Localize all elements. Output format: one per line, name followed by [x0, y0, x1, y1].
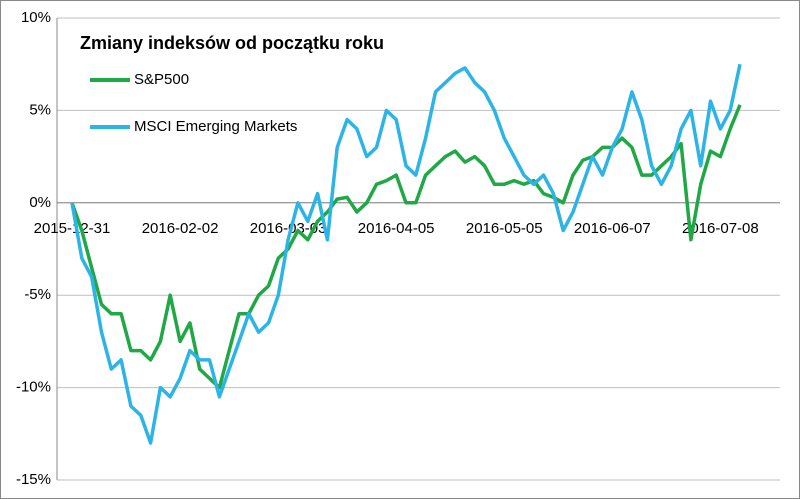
y-tick-label: -10%	[16, 379, 51, 396]
legend-label: S&P500	[134, 71, 189, 88]
x-tick-label: 2016-05-05	[466, 220, 543, 237]
x-tick-label: 2015-12-31	[34, 220, 111, 237]
x-tick-label: 2016-07-08	[682, 220, 759, 237]
x-tick-label: 2016-02-02	[142, 220, 219, 237]
series-line	[70, 63, 742, 445]
y-tick-label: 0%	[29, 194, 51, 211]
series-line	[70, 104, 742, 390]
x-tick-label: 2016-03-03	[250, 220, 327, 237]
y-tick-label: 5%	[29, 101, 51, 118]
y-tick-label: -5%	[24, 286, 51, 303]
y-tick-label: 10%	[21, 9, 51, 26]
y-tick-label: -15%	[16, 471, 51, 488]
x-tick-label: 2016-04-05	[358, 220, 435, 237]
chart-title: Zmiany indeksów od początku roku	[80, 33, 384, 53]
x-tick-label: 2016-06-07	[574, 220, 651, 237]
legend-label: MSCI Emerging Markets	[134, 118, 297, 135]
